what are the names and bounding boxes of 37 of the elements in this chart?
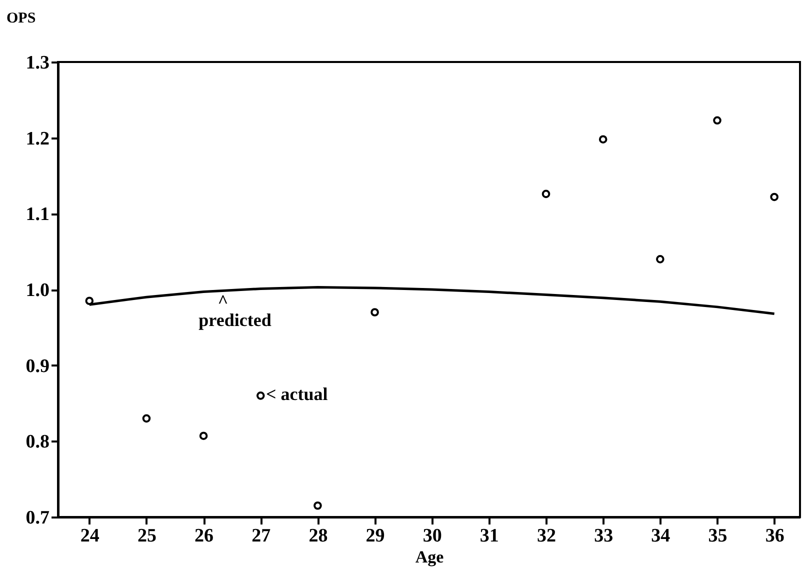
point <box>713 116 722 125</box>
x-tick-label: 29 <box>366 526 385 546</box>
point <box>542 190 550 198</box>
x-tick-label: 25 <box>137 526 156 546</box>
y-tick-label: 0.7 <box>26 508 50 528</box>
point <box>770 192 778 202</box>
point <box>199 432 208 440</box>
x-tick-label: 24 <box>80 526 100 546</box>
y-tick-label: 1.3 <box>26 52 50 74</box>
point <box>85 296 94 306</box>
point <box>142 414 151 423</box>
y-tick-label: 0.9 <box>26 356 50 377</box>
x-tick-label: 28 <box>308 526 328 546</box>
x-tick-label: 30 <box>422 526 442 546</box>
y-axis-title: OPS <box>6 10 36 26</box>
point <box>656 255 664 264</box>
y-tick-label: 1.0 <box>26 280 50 301</box>
x-tick-label: 31 <box>480 526 499 546</box>
point <box>370 308 379 316</box>
x-tick-label: 27 <box>252 526 272 546</box>
x-tick-label: 26 <box>194 526 214 546</box>
x-tick-label: 36 <box>765 526 784 546</box>
point <box>598 135 608 144</box>
x-axis-title: Age <box>415 548 444 566</box>
x-tick-label: 34 <box>651 526 671 546</box>
annotation: < actual <box>266 384 328 404</box>
annotation: ^ <box>218 291 228 311</box>
point <box>256 392 265 400</box>
annotation: predicted <box>198 310 272 330</box>
line-series <box>88 286 776 316</box>
y-tick-label: 1.1 <box>26 204 50 226</box>
x-tick-label: 35 <box>708 526 728 546</box>
x-tick-label: 33 <box>594 526 614 546</box>
y-tick-label: 1.2 <box>26 128 50 150</box>
point <box>314 501 322 510</box>
x-tick-label: 32 <box>537 526 556 546</box>
y-tick-label: 0.8 <box>26 432 50 453</box>
